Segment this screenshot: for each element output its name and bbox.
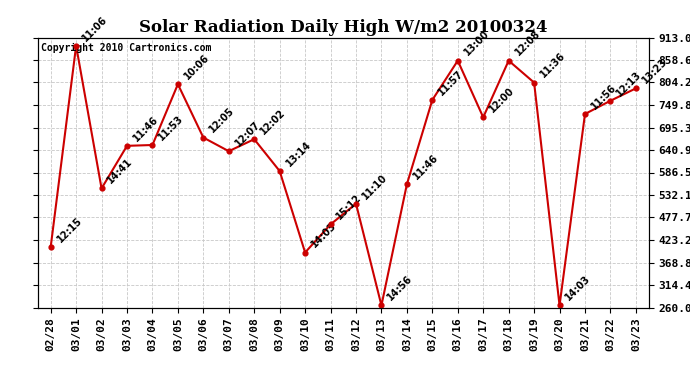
Text: 11:53: 11:53 (157, 113, 186, 142)
Text: 11:36: 11:36 (538, 51, 567, 80)
Text: 13:00: 13:00 (462, 29, 491, 58)
Point (351, 201, 362, 207)
Point (402, 181, 413, 187)
Text: 11:06: 11:06 (80, 14, 109, 43)
Point (477, 114, 489, 120)
Text: 11:46: 11:46 (411, 153, 440, 182)
Text: 14:56: 14:56 (386, 274, 415, 303)
Point (224, 148, 235, 154)
Text: 14:03: 14:03 (309, 221, 338, 250)
Point (376, 302, 387, 308)
Point (503, 58, 514, 64)
Text: 15:12: 15:12 (335, 193, 364, 222)
Point (147, 142, 158, 148)
Text: 13:14: 13:14 (284, 139, 313, 168)
Point (427, 97, 438, 103)
Point (45, 244, 56, 250)
Text: 12:00: 12:00 (487, 86, 516, 114)
Point (299, 249, 310, 255)
Point (274, 168, 285, 174)
Text: 12:15: 12:15 (55, 215, 83, 244)
Text: Copyright 2010 Cartronics.com: Copyright 2010 Cartronics.com (41, 43, 211, 53)
Text: 10:06: 10:06 (182, 53, 211, 81)
Text: 11:46: 11:46 (131, 114, 160, 143)
Text: 12:13: 12:13 (615, 69, 644, 98)
Text: 14:03: 14:03 (564, 274, 593, 303)
Title: Solar Radiation Daily High W/m2 20100324: Solar Radiation Daily High W/m2 20100324 (139, 19, 548, 36)
Point (172, 81, 184, 87)
Point (605, 98, 616, 104)
Point (248, 136, 259, 142)
Point (452, 58, 463, 64)
Text: 13:23: 13:23 (640, 57, 669, 86)
Point (198, 135, 209, 141)
Text: 14:41: 14:41 (106, 157, 135, 186)
Point (70, 43, 81, 49)
Text: 11:57: 11:57 (437, 68, 466, 97)
Text: 12:05: 12:05 (208, 106, 237, 135)
Point (631, 86, 642, 92)
Text: 11:56: 11:56 (589, 82, 618, 111)
Point (580, 111, 591, 117)
Point (121, 143, 132, 149)
Point (554, 302, 565, 308)
Point (96, 185, 107, 191)
Text: 12:08: 12:08 (513, 29, 542, 58)
Point (325, 221, 336, 227)
Text: 12:07: 12:07 (233, 119, 262, 148)
Text: 12:02: 12:02 (258, 108, 287, 136)
Point (529, 80, 540, 86)
Text: 11:10: 11:10 (360, 172, 389, 201)
